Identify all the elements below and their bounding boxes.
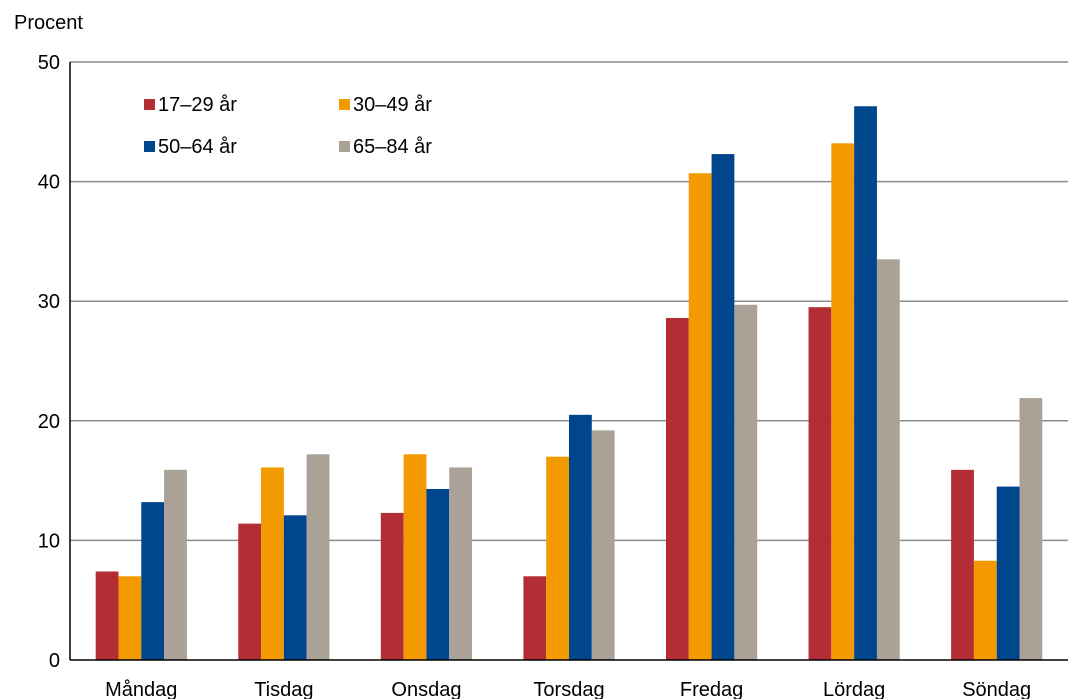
bar — [854, 106, 877, 660]
bar — [973, 560, 997, 660]
legend-swatch — [144, 99, 155, 110]
bar — [1019, 398, 1043, 660]
axes — [69, 62, 1068, 661]
x-category-label: Söndag — [962, 679, 1031, 699]
bar — [734, 304, 758, 660]
bar — [831, 143, 855, 660]
bar — [591, 430, 615, 660]
bar — [951, 469, 974, 660]
y-tick-label: 10 — [38, 530, 60, 552]
bar — [523, 576, 547, 660]
x-category-label: Torsdag — [533, 679, 604, 699]
legend-label: 17–29 år — [158, 94, 237, 116]
legend: 17–29 år 30–49 år 50–64 år 65–84 år — [144, 94, 432, 158]
bar — [569, 414, 592, 660]
bar — [141, 502, 165, 660]
bar — [95, 571, 119, 660]
legend-label: 65–84 år — [353, 136, 432, 158]
bar — [449, 467, 473, 660]
x-category-label: Lördag — [823, 679, 885, 699]
bar — [665, 317, 689, 660]
y-axis-unit-label: Procent — [14, 12, 83, 34]
bar — [403, 454, 427, 660]
x-category-label: Måndag — [105, 679, 177, 699]
legend-swatch — [339, 99, 350, 110]
bar — [261, 467, 284, 660]
y-tick-label: 50 — [38, 52, 60, 74]
bar — [380, 512, 404, 660]
bar — [238, 523, 262, 660]
x-category-label: Onsdag — [391, 679, 461, 699]
legend-swatch — [144, 141, 155, 152]
y-tick-label: 40 — [38, 172, 60, 194]
legend-label: 50–64 år — [158, 136, 237, 158]
y-tick-label: 30 — [38, 291, 60, 313]
bar — [711, 154, 735, 661]
bar — [996, 486, 1020, 660]
bar — [808, 307, 832, 660]
gridlines — [70, 61, 1068, 542]
bar — [118, 576, 142, 660]
bar — [876, 259, 900, 660]
bar — [546, 456, 569, 660]
bar — [283, 515, 307, 660]
x-category-labels: Måndag Tisdag Onsdag Torsdag Fredag Lördag Sön… — [105, 679, 1031, 699]
x-category-label: Tisdag — [254, 679, 313, 699]
bar — [164, 469, 187, 660]
bar — [426, 488, 450, 660]
y-tick-labels: 0 10 20 30 40 50 — [38, 52, 60, 672]
bars — [95, 106, 1043, 661]
legend-label: 30–49 år — [353, 94, 432, 116]
y-tick-label: 0 — [49, 650, 60, 672]
x-category-label: Fredag — [680, 679, 743, 699]
bar — [306, 454, 330, 660]
y-tick-label: 20 — [38, 411, 60, 433]
legend-swatch — [339, 141, 350, 152]
bar — [688, 173, 712, 660]
